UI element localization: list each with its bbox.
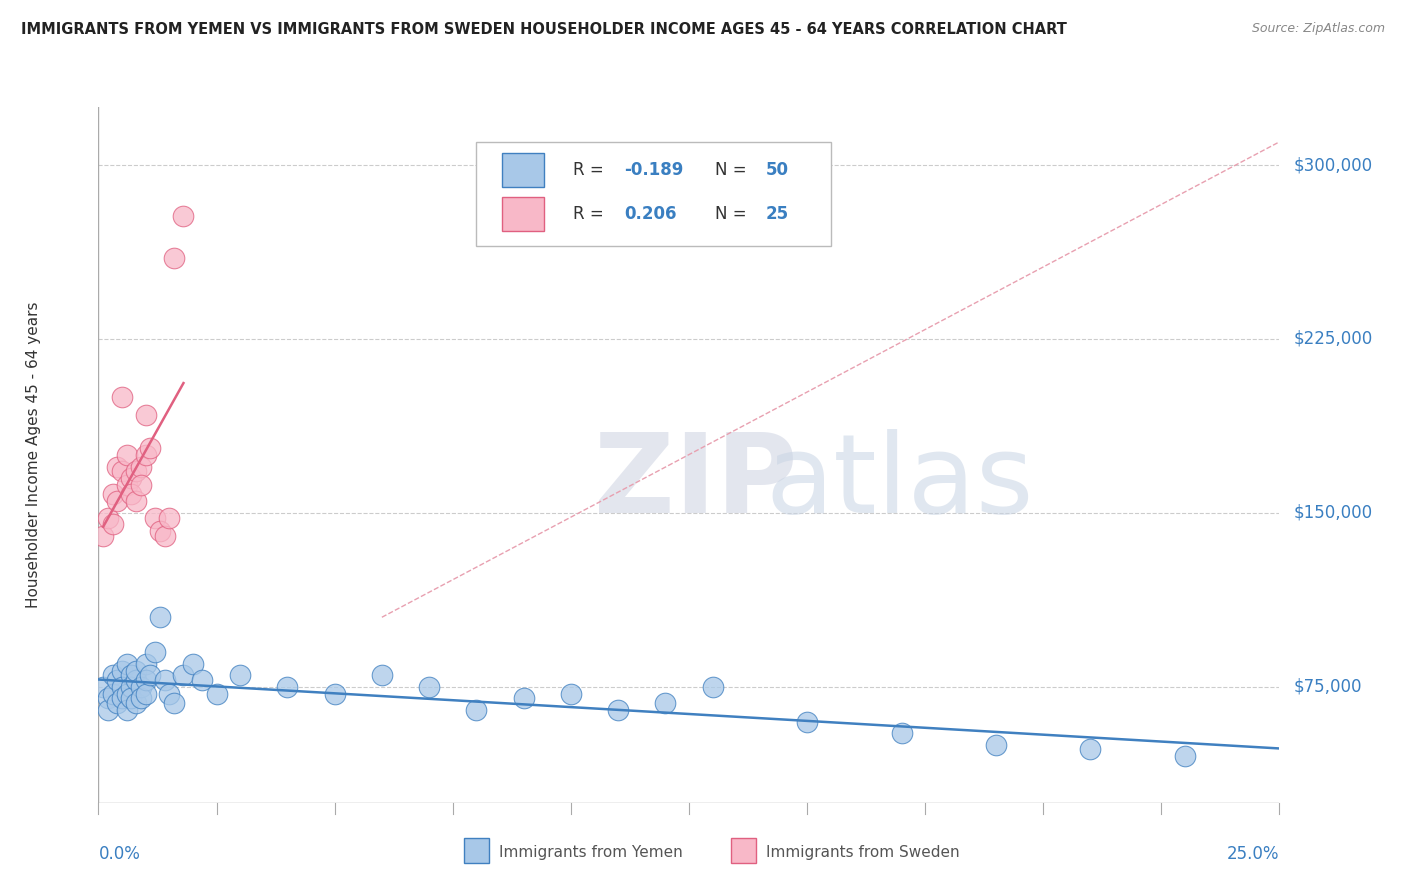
Point <box>157 510 180 524</box>
Point <box>121 680 143 694</box>
Point <box>125 464 148 478</box>
Point <box>143 645 166 659</box>
FancyBboxPatch shape <box>502 197 544 231</box>
Point <box>1174 749 1197 764</box>
Text: R =: R = <box>574 161 609 179</box>
Point <box>115 703 138 717</box>
Text: Source: ZipAtlas.com: Source: ZipAtlas.com <box>1251 22 1385 36</box>
Point <box>149 610 172 624</box>
Text: $300,000: $300,000 <box>1294 156 1372 174</box>
Point <box>371 668 394 682</box>
Text: $150,000: $150,000 <box>1294 504 1372 522</box>
Point <box>276 680 298 694</box>
Text: atlas: atlas <box>766 429 1035 536</box>
Point <box>101 687 124 701</box>
Text: 0.206: 0.206 <box>624 205 676 223</box>
FancyBboxPatch shape <box>502 153 544 187</box>
Point <box>172 668 194 682</box>
Text: 25: 25 <box>766 205 789 223</box>
Point <box>125 664 148 678</box>
Point <box>105 696 128 710</box>
Point <box>149 524 172 539</box>
Point <box>654 696 676 710</box>
Text: N =: N = <box>714 161 752 179</box>
Point <box>172 209 194 223</box>
Point <box>111 390 134 404</box>
Point <box>97 691 120 706</box>
Point <box>139 441 162 455</box>
Point <box>607 703 630 717</box>
Point <box>97 703 120 717</box>
Point <box>105 494 128 508</box>
Point <box>418 680 440 694</box>
Point <box>115 657 138 671</box>
Point <box>135 673 157 687</box>
Point <box>143 510 166 524</box>
Text: IMMIGRANTS FROM YEMEN VS IMMIGRANTS FROM SWEDEN HOUSEHOLDER INCOME AGES 45 - 64 : IMMIGRANTS FROM YEMEN VS IMMIGRANTS FROM… <box>21 22 1067 37</box>
Point <box>101 487 124 501</box>
Point <box>111 691 134 706</box>
Text: N =: N = <box>714 205 752 223</box>
Text: 50: 50 <box>766 161 789 179</box>
Text: Householder Income Ages 45 - 64 years: Householder Income Ages 45 - 64 years <box>25 301 41 608</box>
Point <box>512 691 534 706</box>
Text: R =: R = <box>574 205 609 223</box>
Point <box>984 738 1007 752</box>
Point <box>129 478 152 492</box>
Text: $75,000: $75,000 <box>1294 678 1362 696</box>
Point <box>465 703 488 717</box>
Point <box>1080 742 1102 756</box>
Point <box>111 464 134 478</box>
Point <box>153 673 176 687</box>
Point <box>153 529 176 543</box>
Text: -0.189: -0.189 <box>624 161 683 179</box>
Point <box>115 448 138 462</box>
Point <box>796 714 818 729</box>
Text: $225,000: $225,000 <box>1294 330 1372 348</box>
Text: Immigrants from Sweden: Immigrants from Sweden <box>766 846 960 860</box>
Point <box>101 517 124 532</box>
Text: 0.0%: 0.0% <box>98 845 141 863</box>
Point <box>205 687 228 701</box>
Point <box>91 529 114 543</box>
Text: ZIP: ZIP <box>595 429 797 536</box>
Point <box>129 459 152 474</box>
Point <box>135 409 157 423</box>
Point <box>105 459 128 474</box>
Point <box>129 691 152 706</box>
Point <box>97 510 120 524</box>
Point <box>163 251 186 265</box>
Point <box>111 680 134 694</box>
Point <box>125 494 148 508</box>
Point <box>191 673 214 687</box>
Point <box>323 687 346 701</box>
Point <box>121 668 143 682</box>
Point <box>121 487 143 501</box>
Point <box>129 680 152 694</box>
Point <box>157 687 180 701</box>
Point <box>101 668 124 682</box>
Point <box>111 664 134 678</box>
Point <box>115 478 138 492</box>
Point <box>163 696 186 710</box>
Point <box>125 673 148 687</box>
Point <box>135 657 157 671</box>
Point <box>105 673 128 687</box>
Point <box>139 668 162 682</box>
Point <box>560 687 582 701</box>
Point <box>890 726 912 740</box>
Point <box>125 696 148 710</box>
Point <box>115 687 138 701</box>
Point <box>181 657 204 671</box>
Point <box>135 687 157 701</box>
Point <box>121 691 143 706</box>
Point <box>135 448 157 462</box>
FancyBboxPatch shape <box>477 142 831 246</box>
Point <box>121 471 143 485</box>
Text: 25.0%: 25.0% <box>1227 845 1279 863</box>
Point <box>702 680 724 694</box>
Text: Immigrants from Yemen: Immigrants from Yemen <box>499 846 683 860</box>
Point <box>91 680 114 694</box>
Point <box>229 668 252 682</box>
